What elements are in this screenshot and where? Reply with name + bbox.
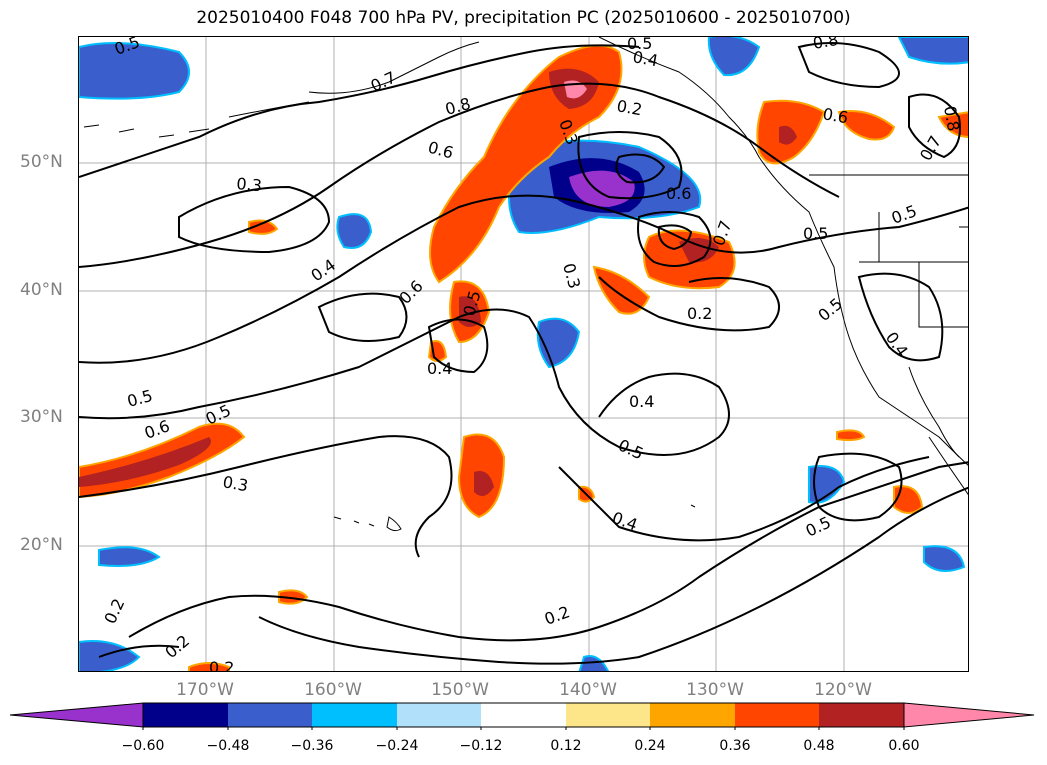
graticule	[79, 37, 968, 671]
colorbar-extend-low	[10, 702, 144, 728]
colorbar-tick-label: 0.24	[634, 738, 666, 754]
map-title: 2025010400 F048 700 hPa PV, precipitatio…	[196, 8, 851, 28]
contour-label: 0.4	[631, 47, 659, 70]
colorbar-tick-label: 0.12	[550, 738, 582, 754]
contour-label: 0.8	[811, 37, 839, 53]
contour-label: 0.7	[709, 218, 736, 248]
contour-label: 0.2	[161, 631, 193, 662]
contour-label: 0.2	[209, 658, 234, 672]
longitude-label: 120°W	[814, 680, 872, 700]
longitude-label: 150°W	[431, 680, 489, 700]
colorbar-tick-label: −0.60	[121, 738, 165, 754]
colorbar-swatch	[143, 703, 228, 727]
colorbar-tick-label: −0.12	[459, 738, 503, 754]
contour-label: 0.6	[426, 138, 456, 163]
contour-label: 0.6	[666, 184, 691, 203]
colorbar-tick-label: −0.36	[290, 738, 334, 754]
colorbar	[10, 702, 1035, 730]
contour-label: 0.6	[821, 104, 849, 127]
latitude-label: 20°N	[20, 535, 63, 555]
contour-label: 0.8	[940, 104, 963, 132]
map-panel: 0.5 0.7 0.8 0.6 0.3 0.2 0.3 0.6 0.7 0.8 …	[78, 36, 969, 672]
longitude-label: 130°W	[686, 680, 744, 700]
contour-label: 0.6	[395, 276, 426, 307]
contour-labels: 0.5 0.7 0.8 0.6 0.3 0.2 0.3 0.6 0.7 0.8 …	[100, 37, 963, 672]
contour-label: 0.2	[100, 596, 128, 627]
contour-label: 0.4	[610, 508, 640, 535]
contour-label: 0.4	[427, 359, 452, 378]
colorbar-swatch	[397, 703, 481, 727]
pv-contours	[79, 42, 968, 665]
contour-label: 0.5	[125, 386, 155, 411]
contour-label: 0.2	[542, 602, 572, 629]
colorbar-tick-label: 0.36	[719, 738, 751, 754]
contour-label: 0.7	[916, 132, 945, 164]
contour-label: 0.8	[443, 94, 473, 119]
colorbar-swatch	[312, 703, 397, 727]
contour-label: 0.5	[627, 37, 652, 53]
contour-label: 0.5	[803, 224, 828, 243]
latitude-label: 30°N	[20, 407, 63, 427]
contour-label: 0.2	[687, 304, 712, 323]
contour-label: 0.5	[615, 435, 646, 463]
colorbar-swatch	[735, 703, 819, 727]
longitude-label: 140°W	[559, 680, 617, 700]
contour-label: 0.5	[814, 294, 846, 325]
colorbar-tick-label: 0.48	[803, 738, 835, 754]
contour-label: 0.3	[221, 472, 249, 495]
colorbar-tick-label: −0.48	[206, 738, 250, 754]
contour-label: 0.4	[629, 392, 654, 411]
latitude-label: 40°N	[20, 280, 63, 300]
map-canvas: 0.5 0.7 0.8 0.6 0.3 0.2 0.3 0.6 0.7 0.8 …	[79, 37, 968, 672]
contour-label: 0.3	[559, 261, 584, 291]
colorbar-tick-label: 0.60	[888, 738, 920, 754]
contour-label: 0.5	[803, 513, 834, 541]
contour-label: 0.2	[615, 96, 643, 119]
colorbar-swatch	[228, 703, 312, 727]
positive-precip-anomalies	[79, 44, 968, 671]
colorbar-swatch	[566, 703, 650, 727]
colorbar-swatch	[481, 703, 566, 727]
contour-label: 0.6	[142, 416, 172, 443]
colorbar-swatch	[819, 703, 904, 727]
latitude-label: 50°N	[20, 152, 63, 172]
contour-label: 0.3	[236, 174, 263, 195]
colorbar-tick-label: −0.24	[375, 738, 419, 754]
colorbar-swatch	[650, 703, 735, 727]
colorbar-extend-high	[903, 702, 1035, 728]
contour-label: 0.4	[882, 328, 912, 360]
longitude-label: 160°W	[304, 680, 362, 700]
longitude-label: 170°W	[176, 680, 234, 700]
negative-precip-anomalies	[79, 37, 968, 671]
